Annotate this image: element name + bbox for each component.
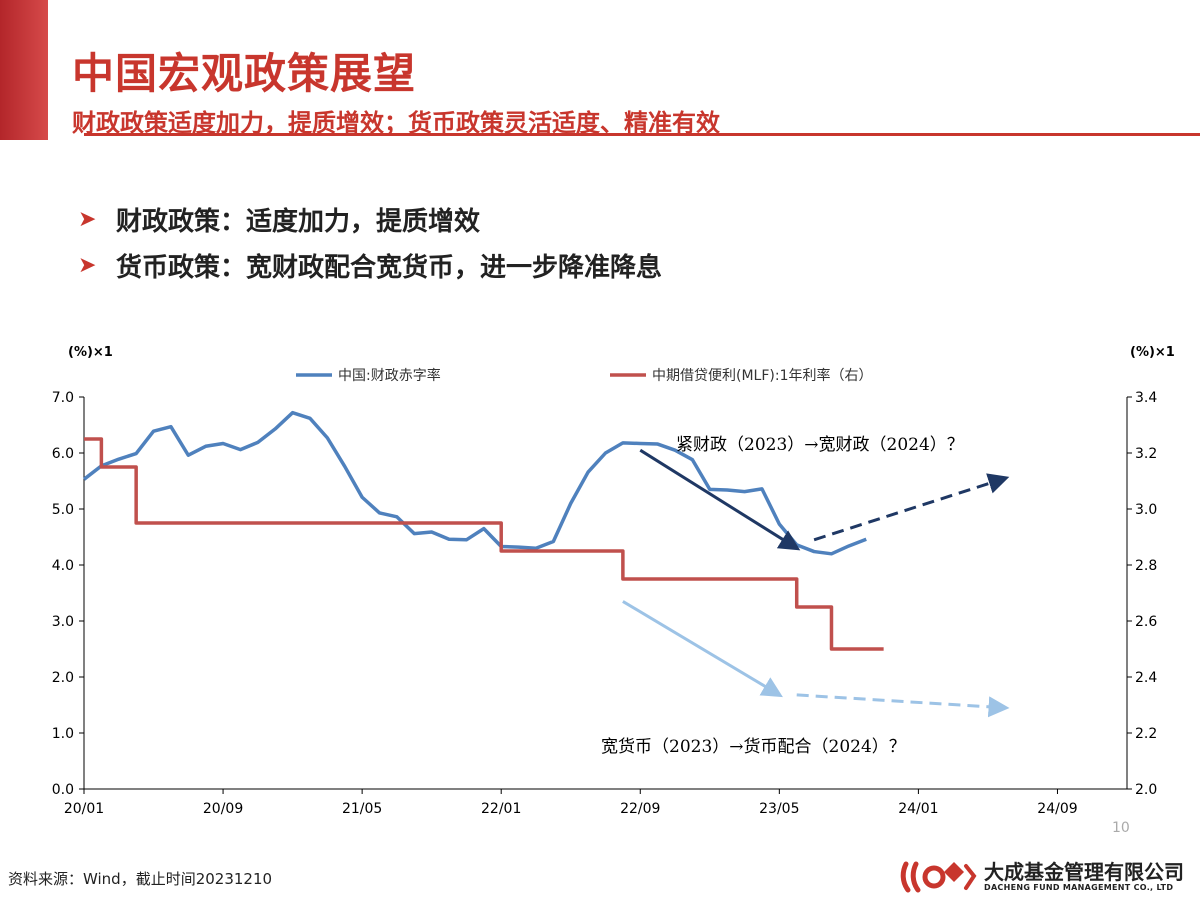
x-tick-label: 22/09 (620, 801, 660, 817)
dacheng-logo-icon (900, 861, 977, 893)
right-axis-unit-label: (%)×1 (1130, 345, 1175, 360)
bullet-fiscal: ➤ 财政政策：适度加力，提质增效 (78, 196, 662, 242)
x-tick-label: 24/09 (1037, 801, 1077, 817)
title-divider (84, 133, 1200, 136)
x-tick-label: 20/09 (203, 801, 243, 817)
x-tick-label: 23/05 (759, 801, 799, 817)
left-y-tick-label: 2.0 (52, 670, 74, 686)
arrow-bullet-icon: ➤ (78, 252, 97, 278)
fiscal-annotation: 紧财政（2023）→宽财政（2024）？ (676, 435, 964, 455)
x-tick-label: 22/01 (481, 801, 521, 817)
left-y-tick-label: 4.0 (52, 558, 74, 574)
bullet-text: 财政政策：适度加力，提质增效 (116, 206, 481, 237)
fiscal-outlook-arrow (813, 473, 1010, 542)
left-axis-unit-label: (%)×1 (68, 345, 113, 360)
bullet-text: 货币政策：宽财政配合宽货币，进一步降准降息 (116, 252, 663, 283)
left-y-tick-label: 5.0 (52, 502, 74, 518)
legend-label: 中期借贷便利(MLF):1年利率（右） (652, 367, 872, 384)
x-tick-label: 24/01 (898, 801, 938, 817)
page-title: 中国宏观政策展望 (72, 49, 417, 98)
right-y-tick-label: 3.0 (1135, 502, 1157, 518)
right-y-tick-label: 3.4 (1135, 390, 1157, 406)
bullet-monetary: ➤ 货币政策：宽财政配合宽货币，进一步降准降息 (78, 242, 662, 288)
right-y-tick-label: 2.8 (1135, 558, 1157, 574)
right-y-tick-label: 2.2 (1135, 726, 1157, 742)
monetary-outlook-arrow (796, 693, 1010, 718)
left-y-tick-label: 1.0 (52, 726, 74, 742)
monetary-annotation: 宽货币（2023）→货币配合（2024）？ (601, 737, 906, 757)
company-logo: 大成基金管理有限公司 DACHENG FUND MANAGEMENT CO., … (900, 858, 1184, 894)
bullet-list: ➤ 财政政策：适度加力，提质增效 ➤ 货币政策：宽财政配合宽货币，进一步降准降息 (78, 196, 662, 288)
policy-chart: 0.0 1.0 2.0 3.0 4.0 5.0 6.0 7.0 2.0 2.2 2.4 2.6 2.8 3… (52, 345, 1175, 817)
arrow-bullet-icon: ➤ (78, 206, 97, 232)
mlf-rate-line (84, 437, 884, 651)
deficit-rate-line (82, 410, 867, 556)
monetary-trend-arrow (622, 600, 783, 698)
fiscal-trend-arrow (639, 448, 801, 551)
data-source-note: 资料来源：Wind，截止时间20231210 (8, 870, 273, 888)
right-y-tick-label: 2.0 (1135, 782, 1157, 798)
left-y-tick-label: 3.0 (52, 614, 74, 630)
company-name-cn: 大成基金管理有限公司 (984, 859, 1184, 884)
x-tick-label: 21/05 (342, 801, 382, 817)
company-name-en: DACHENG FUND MANAGEMENT CO., LTD (984, 882, 1174, 892)
x-tick-label: 20/01 (64, 801, 104, 817)
page-number: 10 (1112, 820, 1130, 836)
page-subtitle: 财政政策适度加力，提质增效；货币政策灵活适度、精准有效 (72, 109, 720, 137)
left-y-tick-label: 6.0 (52, 446, 74, 462)
right-y-tick-label: 2.4 (1135, 670, 1157, 686)
left-y-tick-label: 0.0 (52, 782, 74, 798)
left-y-tick-label: 7.0 (52, 390, 74, 406)
right-y-tick-label: 2.6 (1135, 614, 1157, 630)
title-accent-block (0, 0, 48, 140)
legend-label: 中国:财政赤字率 (338, 367, 441, 384)
right-y-tick-label: 3.2 (1135, 446, 1157, 462)
